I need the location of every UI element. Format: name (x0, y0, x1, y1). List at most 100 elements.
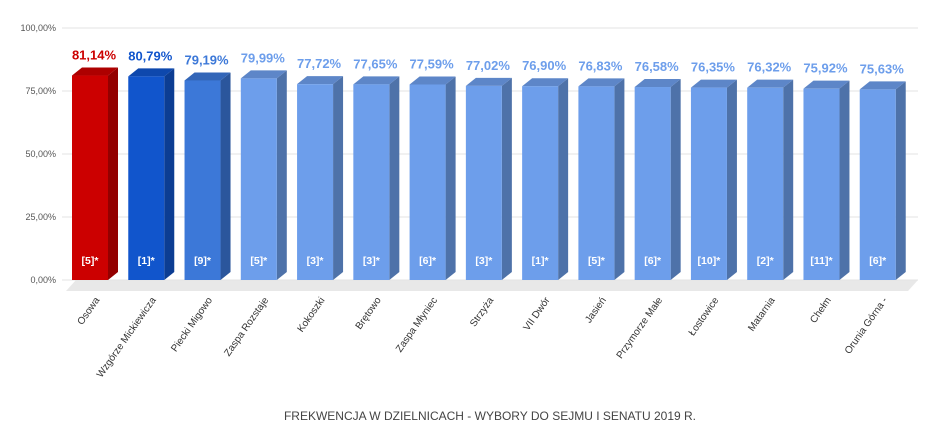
value-labels: 81,14% 80,79% 79,19% 79,99% 77,72% 77,65% 77,5… (72, 48, 904, 77)
x-tick-label: Wzgórze Mickiewicza (95, 295, 159, 380)
bar-inner-label: [5]* (82, 255, 100, 267)
x-tick-label: Zaspa Rozstaje (222, 295, 271, 359)
bar-side (895, 81, 906, 280)
x-tick-label: Strzyża (468, 295, 496, 329)
y-tick-label: 25,00% (25, 212, 56, 222)
x-tick-label: Łostowice (687, 295, 722, 338)
bar-side (276, 70, 287, 280)
bar-value-label: 76,32% (747, 60, 792, 75)
bar (72, 75, 108, 281)
bar-group (128, 68, 175, 280)
bars (72, 67, 906, 281)
bar-inner-label: [2]* (757, 255, 775, 267)
bar (634, 87, 671, 280)
bar-inner-label: [3]* (363, 255, 381, 267)
bar (859, 89, 896, 280)
bar-group (634, 79, 681, 280)
bar-inner-label: [6]* (644, 255, 662, 267)
bar-inner-label: [5]* (250, 255, 268, 267)
bar-value-label: 76,90% (522, 58, 567, 73)
x-tick-label: Osowa (76, 295, 103, 327)
bar-top (128, 68, 175, 77)
bar-top (409, 76, 456, 85)
x-tick-label: Jasień (583, 295, 609, 325)
bar-top (72, 67, 118, 76)
x-tick-label: Kokoszki (296, 295, 328, 334)
bar-value-label: 76,83% (578, 58, 623, 73)
bar-side (501, 77, 512, 280)
chart-floor (66, 280, 918, 291)
bar (578, 86, 615, 280)
bar-top (578, 78, 625, 87)
bar (409, 84, 446, 280)
bar-group (747, 79, 794, 280)
x-tick-label: Brętowo (354, 295, 384, 332)
bar-inner-label: [9]* (194, 255, 212, 267)
bar-inner-label: [3]* (307, 255, 325, 267)
y-tick-label: 50,00% (25, 149, 56, 159)
bar (184, 80, 221, 281)
bar-inner-label: [3]* (475, 255, 493, 267)
bar-top (747, 79, 794, 88)
x-tick-label: Chełm (808, 295, 834, 325)
bar-group (522, 78, 569, 280)
bar-value-label: 77,65% (353, 56, 398, 71)
bar-side (220, 72, 231, 281)
y-tick-label: 0,00% (30, 275, 56, 285)
bar-inner-label: [1]* (138, 255, 156, 267)
y-tick-label: 100,00% (20, 23, 56, 33)
x-tick-label: Orunia Górna - (843, 295, 890, 356)
bar (240, 78, 277, 280)
bar-side (726, 79, 737, 281)
bar-top (634, 79, 681, 88)
bar-inner-label: [10]* (698, 255, 722, 267)
bar-value-label: 81,14% (72, 48, 117, 63)
bar-value-label: 79,99% (241, 50, 286, 65)
bar-group (240, 70, 287, 280)
x-tick-label: Zaspa Młyniec (394, 295, 440, 354)
bar-side (783, 79, 794, 280)
bar-value-label: 76,58% (635, 59, 680, 74)
bar-top (859, 81, 906, 90)
bar-top (522, 78, 569, 87)
bar-group (297, 76, 344, 280)
x-tick-label: Matarnia (746, 295, 778, 334)
bar (747, 87, 784, 280)
bar (465, 85, 502, 280)
bar-group (803, 80, 850, 280)
bar-value-label: 77,02% (466, 58, 511, 73)
bar-value-label: 77,59% (410, 56, 455, 71)
bar (128, 76, 165, 280)
bar (690, 87, 727, 281)
bar-side (839, 80, 850, 280)
bar (353, 84, 390, 281)
x-tick-label: Piecki Migowo (169, 295, 215, 354)
bar-value-label: 76,35% (691, 60, 736, 75)
bar-value-label: 75,63% (860, 61, 905, 76)
bar (803, 88, 840, 280)
bar-top (465, 77, 512, 86)
bar-top (353, 76, 400, 85)
bar-value-label: 77,72% (297, 56, 342, 71)
bar-side (614, 78, 625, 280)
bar-side (558, 78, 569, 280)
bar-side (164, 68, 175, 280)
x-tick-label: Przymorze Małe (615, 295, 666, 361)
bar-group (859, 81, 906, 280)
bar-inner-label: [11]* (810, 255, 833, 267)
bar-group (184, 72, 231, 281)
bar-side (108, 67, 118, 281)
bar-inner-label: [1]* (532, 255, 550, 267)
bar-group (690, 79, 737, 281)
bar-value-label: 75,92% (803, 61, 848, 76)
bar-side (445, 76, 456, 280)
chart-title: FREKWENCJA W DZIELNICACH - WYBORY DO SEJ… (284, 409, 696, 423)
y-axis-ticks: 0,00% 25,00% 50,00% 75,00% 100,00% (20, 23, 56, 285)
bar-group (353, 76, 400, 281)
bar-group (72, 67, 118, 281)
bar-group (578, 78, 625, 280)
bar (297, 84, 334, 280)
